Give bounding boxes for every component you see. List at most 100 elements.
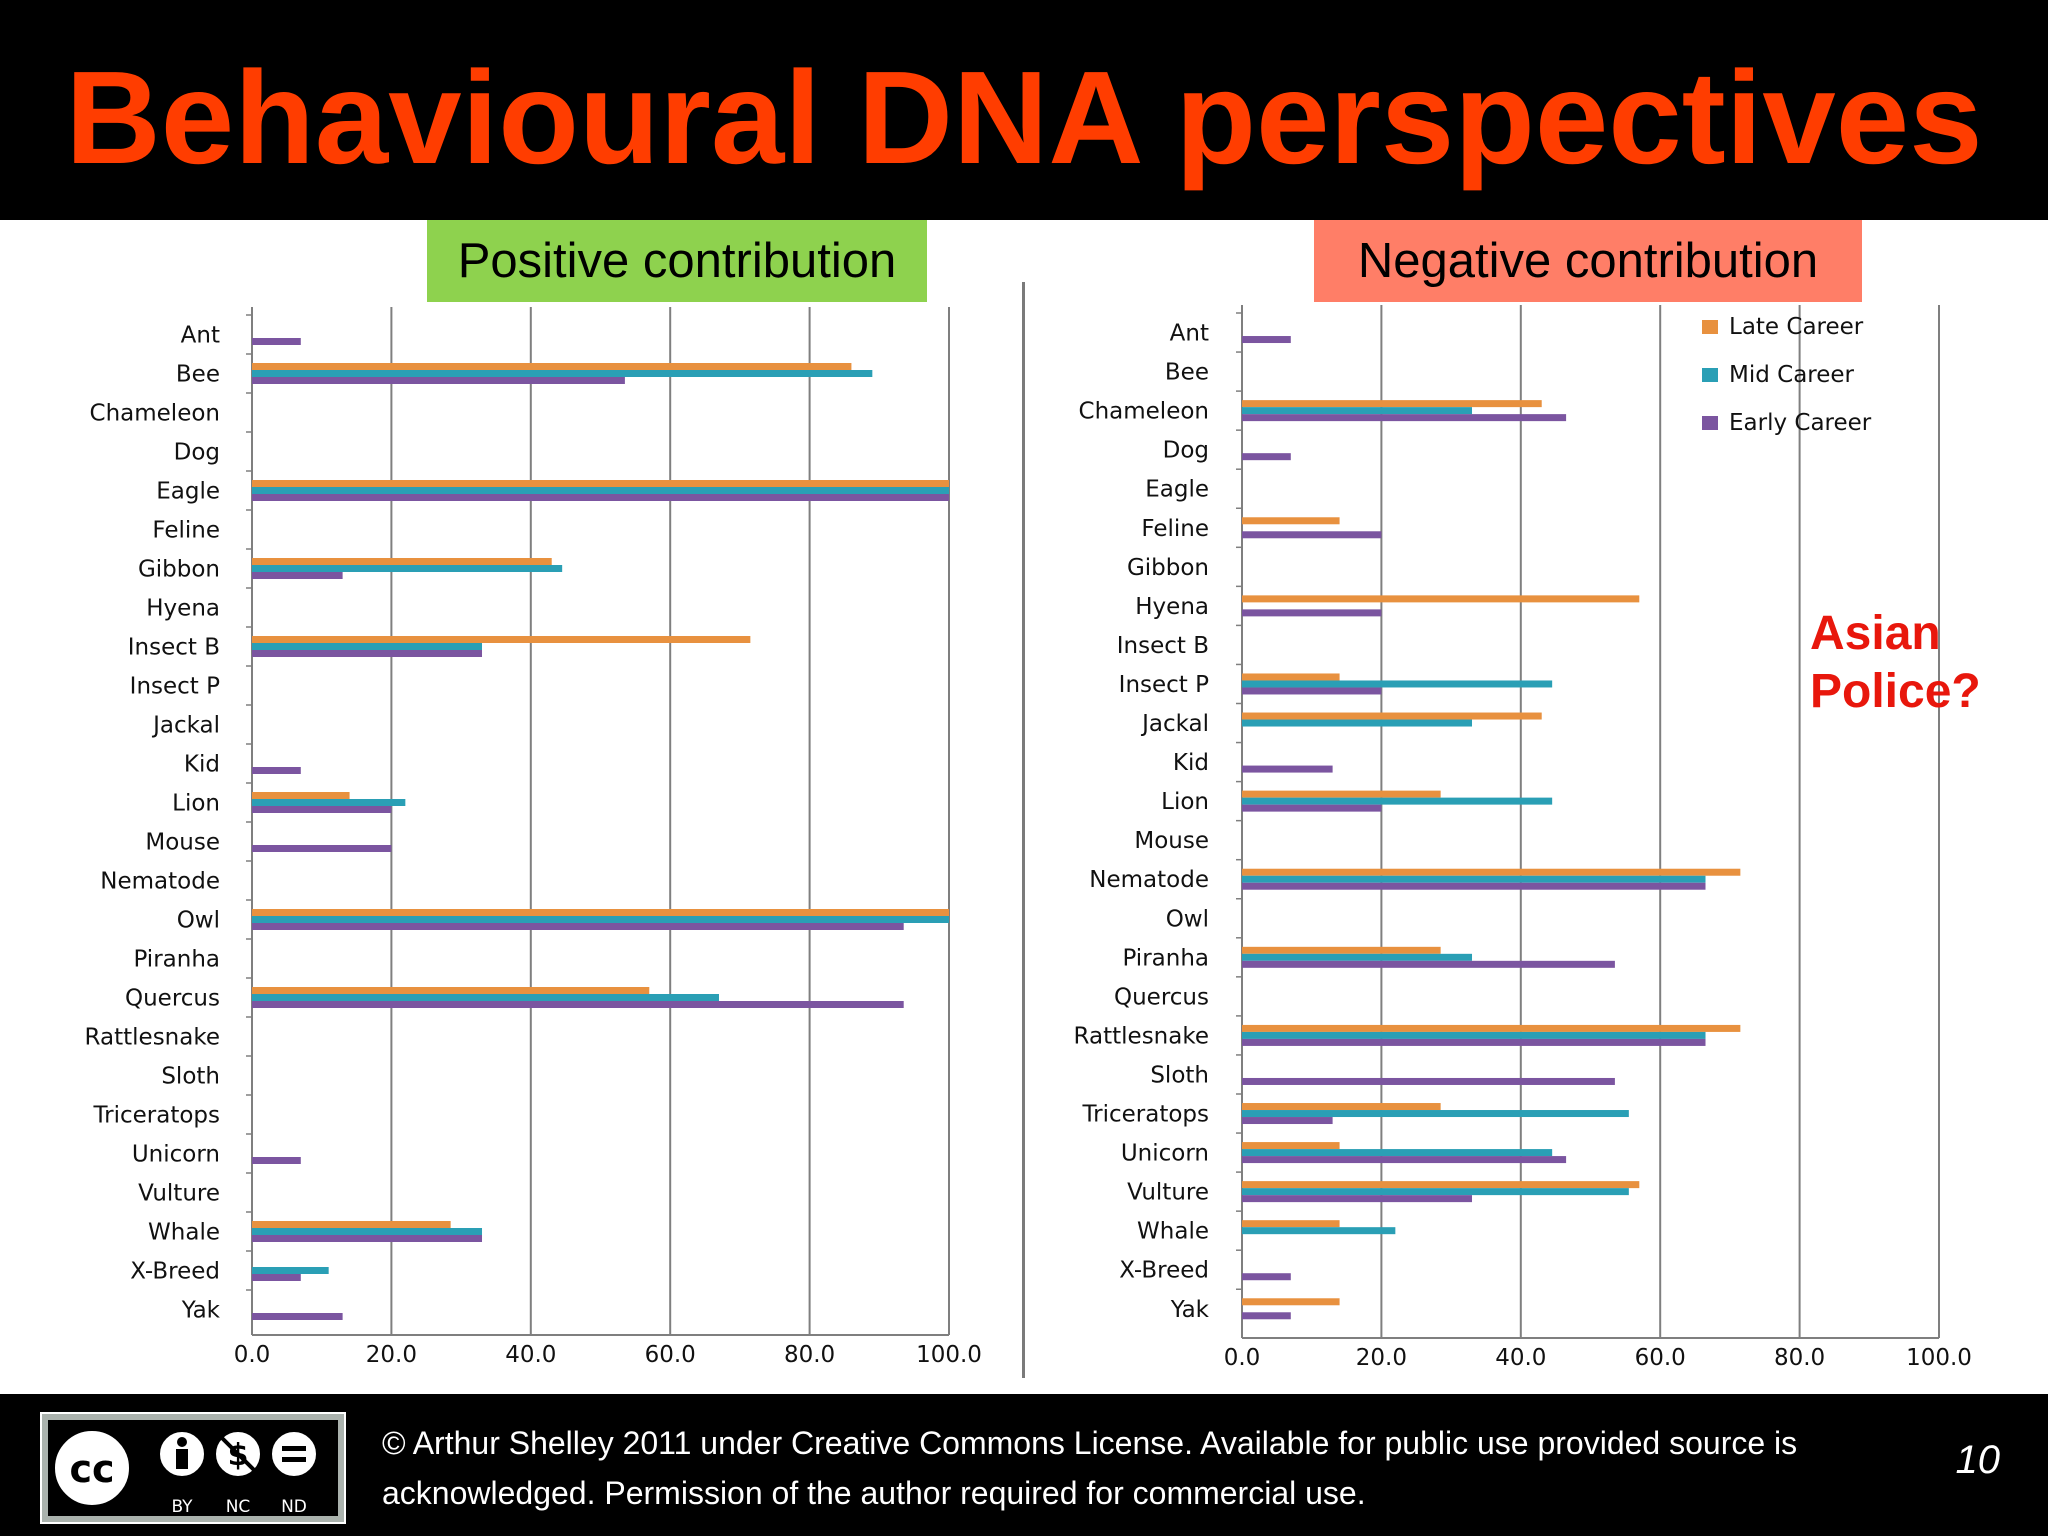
category-label: Nematode	[100, 869, 220, 895]
category-label: Rattlesnake	[85, 1025, 220, 1051]
category-label: Insect B	[1117, 633, 1209, 659]
slide-title: Behavioural DNA perspectives	[65, 44, 1983, 191]
bar-late-career	[252, 792, 350, 799]
bar-early-career	[1242, 1117, 1333, 1125]
x-tick-label: 60.0	[645, 1342, 696, 1368]
attribution-icon	[156, 1428, 208, 1480]
bar-late-career	[1242, 400, 1542, 408]
bar-late-career	[252, 363, 852, 370]
bar-early-career	[1242, 453, 1291, 461]
legend-swatch	[1702, 416, 1718, 430]
legend-label: Early Career	[1729, 410, 1872, 436]
bar-mid-career	[252, 370, 873, 377]
category-label: Vulture	[138, 1181, 220, 1207]
x-tick-label: 20.0	[366, 1342, 417, 1368]
category-label: Vulture	[1127, 1180, 1209, 1206]
bar-mid-career	[252, 643, 483, 650]
category-label: Mouse	[145, 830, 220, 856]
bar-mid-career	[1242, 1110, 1629, 1118]
bar-mid-career	[1242, 875, 1706, 883]
x-tick-label: 80.0	[1774, 1345, 1825, 1371]
bar-early-career	[1242, 765, 1333, 773]
legend-label: Late Career	[1729, 314, 1864, 340]
bar-early-career	[252, 572, 343, 579]
category-label: Owl	[1166, 906, 1209, 932]
category-label: Insect B	[128, 635, 220, 661]
bar-early-career	[252, 650, 483, 657]
category-label: Gibbon	[1127, 555, 1209, 581]
bar-early-career	[1242, 1312, 1291, 1320]
badge-nc-label: NC	[226, 1497, 251, 1517]
bar-mid-career	[252, 799, 406, 806]
category-label: Eagle	[156, 479, 220, 505]
bar-late-career	[1242, 673, 1340, 681]
category-label: Triceratops	[1081, 1102, 1209, 1128]
category-label: Whale	[148, 1220, 220, 1246]
x-tick-label: 0.0	[234, 1342, 271, 1368]
bar-early-career	[1242, 414, 1567, 422]
bar-late-career	[1242, 1298, 1340, 1306]
bar-late-career	[1242, 595, 1640, 603]
bar-late-career	[1242, 1103, 1441, 1111]
category-label: Unicorn	[132, 1142, 220, 1168]
category-label: Dog	[1163, 438, 1209, 464]
footer-bar: cc $ BY NC ND © Arthur Shelley 2011 unde…	[0, 1394, 2048, 1536]
bar-early-career	[252, 1001, 904, 1008]
category-label: Chameleon	[90, 401, 220, 427]
bar-early-career	[1242, 1038, 1706, 1046]
category-label: Nematode	[1089, 867, 1209, 893]
category-label: Lion	[172, 791, 220, 817]
category-label: Rattlesnake	[1074, 1023, 1209, 1049]
bar-late-career	[1242, 868, 1741, 876]
category-label: Eagle	[1145, 477, 1209, 503]
category-label: Feline	[152, 518, 220, 544]
bar-mid-career	[252, 1228, 483, 1235]
badge-by-label: BY	[171, 1497, 193, 1517]
positive-contribution-label: Positive contribution	[427, 220, 927, 302]
legend-swatch	[1702, 368, 1718, 382]
category-label: Jackal	[1140, 711, 1209, 737]
bar-early-career	[1242, 1195, 1473, 1203]
bar-mid-career	[252, 565, 563, 572]
bar-early-career	[1242, 960, 1615, 968]
bar-early-career	[252, 1157, 301, 1164]
bar-mid-career	[1242, 1188, 1629, 1196]
category-label: Piranha	[1122, 945, 1209, 971]
x-tick-label: 100.0	[1906, 1345, 1972, 1371]
bar-mid-career	[1242, 953, 1473, 961]
noncommercial-icon: $	[212, 1428, 264, 1480]
x-tick-label: 20.0	[1356, 1345, 1407, 1371]
category-label: X-Breed	[1119, 1258, 1209, 1284]
category-label: Sloth	[1150, 1062, 1209, 1088]
bar-mid-career	[252, 916, 949, 923]
bar-late-career	[252, 480, 949, 487]
bar-late-career	[1242, 1181, 1640, 1189]
category-label: Piranha	[133, 947, 220, 973]
category-label: Feline	[1141, 516, 1209, 542]
bar-mid-career	[1242, 797, 1553, 805]
x-tick-label: 60.0	[1635, 1345, 1686, 1371]
bar-early-career	[1242, 609, 1382, 617]
x-tick-label: 40.0	[505, 1342, 556, 1368]
title-bar: Behavioural DNA perspectives	[0, 0, 2048, 220]
badge-nd-label: ND	[281, 1497, 307, 1517]
category-label: Gibbon	[138, 557, 220, 583]
category-label: Unicorn	[1121, 1141, 1209, 1167]
category-label: Sloth	[161, 1064, 220, 1090]
x-tick-label: 100.0	[916, 1342, 982, 1368]
bar-mid-career	[1242, 719, 1473, 727]
bar-late-career	[252, 636, 751, 643]
bar-mid-career	[1242, 407, 1473, 415]
bar-mid-career	[1242, 1149, 1553, 1157]
bar-early-career	[252, 845, 392, 852]
bar-mid-career	[1242, 1031, 1706, 1039]
panel-divider	[1022, 282, 1025, 1378]
bar-late-career	[252, 1221, 451, 1228]
category-label: Ant	[1170, 321, 1209, 347]
bar-late-career	[252, 558, 552, 565]
category-label: Hyena	[146, 596, 220, 622]
bar-early-career	[1242, 531, 1382, 539]
bar-late-career	[1242, 712, 1542, 720]
legend-swatch	[1702, 320, 1718, 334]
